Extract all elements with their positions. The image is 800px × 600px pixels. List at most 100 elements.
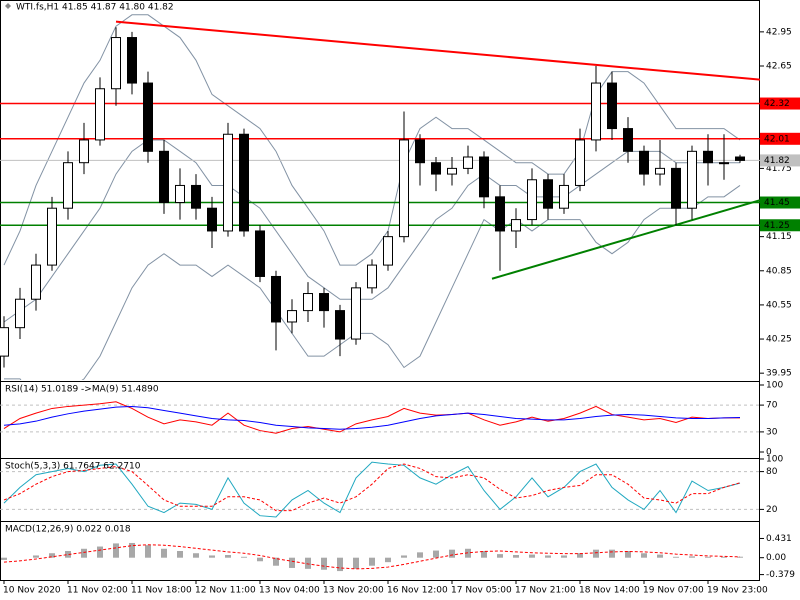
x-tick-label: 12 Nov 11:00 bbox=[195, 586, 256, 596]
candle-body bbox=[447, 167, 457, 175]
histogram-bar bbox=[353, 557, 359, 569]
y-tick-label: 42.95 bbox=[766, 27, 792, 37]
histogram-bar bbox=[673, 556, 679, 558]
histogram-bar bbox=[97, 546, 103, 558]
y-tick-label: 0 bbox=[766, 448, 772, 458]
histogram-bar bbox=[481, 551, 487, 558]
candle-body bbox=[255, 230, 265, 277]
x-tick-label: 11 Nov 02:00 bbox=[67, 586, 128, 596]
x-tick-label: 18 Nov 14:00 bbox=[579, 586, 640, 596]
level-label: 41.82 bbox=[764, 156, 790, 166]
histogram-bar bbox=[225, 555, 231, 558]
histogram-bar bbox=[401, 555, 407, 558]
candle-body bbox=[15, 298, 25, 329]
histogram-bar bbox=[513, 555, 519, 558]
histogram-bar bbox=[145, 545, 151, 558]
histogram-bar bbox=[1, 557, 7, 560]
histogram-bar bbox=[657, 554, 663, 558]
x-tick-label: 19 Nov 23:00 bbox=[707, 586, 768, 596]
histogram-bar bbox=[577, 553, 583, 558]
histogram-bar bbox=[337, 557, 343, 572]
candle-body bbox=[703, 150, 713, 164]
candle-body bbox=[591, 82, 601, 141]
panel-title: RSI(14) 51.0189 ->MA(9) 51.4890 bbox=[5, 385, 159, 395]
y-tick-label: 40.25 bbox=[766, 335, 792, 345]
y-tick-label: 100 bbox=[766, 381, 783, 391]
histogram-bar bbox=[273, 557, 279, 566]
candle-body bbox=[639, 150, 649, 175]
y-tick-label: 41.75 bbox=[766, 164, 792, 174]
candle-body bbox=[623, 128, 633, 152]
level-label: 42.01 bbox=[764, 134, 790, 144]
histogram-bar bbox=[321, 557, 327, 570]
panel-frame bbox=[0, 0, 760, 581]
histogram-bar bbox=[593, 549, 599, 558]
histogram-bar bbox=[209, 555, 215, 558]
candle-body bbox=[687, 150, 697, 209]
indicator-line bbox=[3, 461, 741, 518]
y-tick-label: 30 bbox=[766, 427, 778, 437]
candle-body bbox=[31, 264, 41, 300]
trendline bbox=[115, 20, 760, 81]
level-label: 42.32 bbox=[764, 99, 790, 109]
histogram-bar bbox=[65, 551, 71, 558]
bollinger-band bbox=[4, 185, 741, 380]
candle-body bbox=[463, 156, 473, 169]
candle-body bbox=[191, 184, 201, 209]
candle-body bbox=[175, 184, 185, 204]
candle-body bbox=[735, 156, 745, 161]
candle-body bbox=[271, 275, 281, 323]
histogram-bar bbox=[81, 548, 87, 558]
candle-body bbox=[319, 293, 329, 312]
indicator-line bbox=[3, 405, 741, 430]
histogram-bar bbox=[529, 554, 535, 558]
x-tick-label: 10 Nov 2020 bbox=[3, 586, 61, 596]
candle-body bbox=[351, 287, 361, 340]
histogram-bar bbox=[625, 551, 631, 558]
x-tick-label: 13 Nov 20:00 bbox=[323, 586, 384, 596]
candle-body bbox=[63, 162, 73, 209]
candle-body bbox=[111, 37, 121, 90]
y-tick-label: 80 bbox=[766, 467, 778, 477]
level-label: 41.45 bbox=[764, 198, 790, 208]
indicator-line bbox=[3, 463, 741, 512]
candle-body bbox=[95, 88, 105, 141]
histogram-bar bbox=[257, 557, 263, 562]
candle-body bbox=[671, 167, 681, 209]
candle-body bbox=[143, 82, 153, 152]
candle-body bbox=[415, 139, 425, 164]
x-tick-label: 16 Nov 12:00 bbox=[387, 586, 448, 596]
candle-body bbox=[607, 82, 617, 130]
y-tick-label: 39.95 bbox=[766, 369, 792, 379]
bollinger-band bbox=[3, 139, 740, 323]
candle-body bbox=[655, 167, 665, 175]
histogram-bar bbox=[113, 543, 119, 558]
y-tick-label: -0.379 bbox=[766, 570, 795, 580]
panel bbox=[0, 401, 760, 434]
candle-body bbox=[239, 133, 249, 232]
candle-body bbox=[383, 236, 393, 266]
candle-body bbox=[79, 139, 89, 164]
candle-body bbox=[47, 207, 57, 266]
candle-body bbox=[399, 139, 409, 238]
panel-title: Stoch(5,3,3) 61.7647 62.2710 bbox=[5, 462, 141, 472]
level-label-box bbox=[760, 219, 800, 232]
histogram-bar bbox=[545, 555, 551, 558]
histogram-bar bbox=[33, 555, 39, 558]
histogram-bar bbox=[705, 556, 711, 558]
candle-body bbox=[543, 179, 553, 209]
candle-body bbox=[207, 207, 217, 232]
candle-body bbox=[527, 179, 537, 221]
y-tick-label: 42.65 bbox=[766, 61, 792, 71]
histogram-bar bbox=[641, 553, 647, 558]
candle-body bbox=[559, 184, 569, 209]
y-tick-label: 70 bbox=[766, 401, 778, 411]
panel-title: MACD(12,26,9) 0.022 0.018 bbox=[5, 525, 131, 535]
histogram-bar bbox=[305, 557, 311, 569]
candle-body bbox=[287, 310, 297, 323]
histogram-bar bbox=[369, 557, 375, 566]
panel bbox=[0, 14, 760, 380]
symbol-icon bbox=[5, 3, 11, 9]
